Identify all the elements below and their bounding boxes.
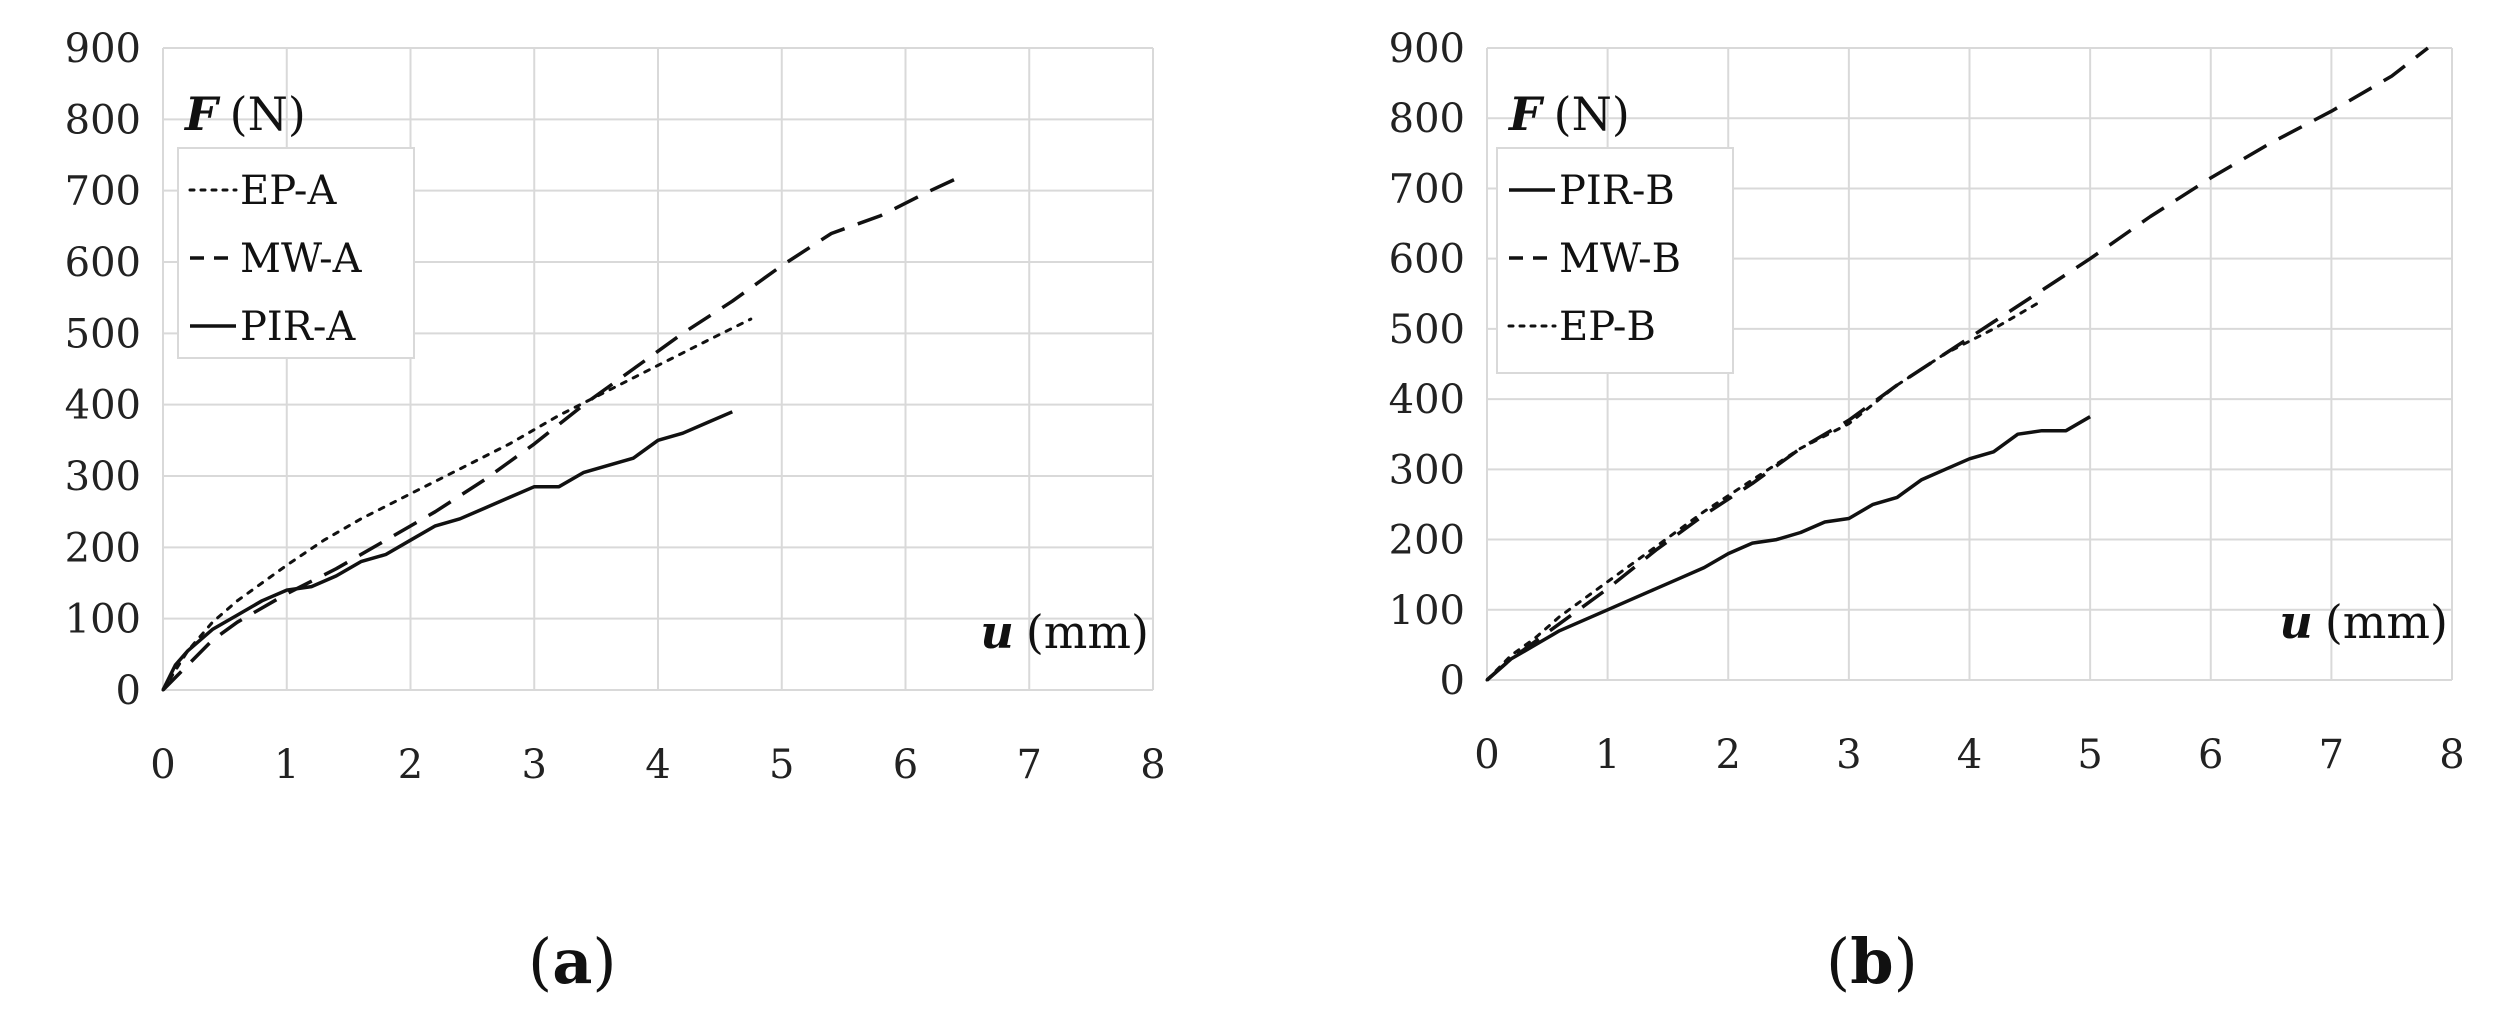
legend: EP-A MW-A PIR-A [177,147,415,359]
x-tick-label: 5 [769,742,794,788]
x-tick-label: 1 [1595,732,1620,778]
x-tick-label: 0 [1474,732,1499,778]
y-tick-label: 900 [1389,26,1465,72]
x-tick-label: 4 [645,742,670,788]
panel-label-b: (b) [1826,925,1918,998]
series-line-ep-b [1485,299,2044,682]
y-tick-label: 0 [1440,658,1465,704]
series-line-ep-a [161,317,753,692]
legend: PIR-B MW-B EP-B [1496,147,1734,374]
series-line-mw-a [161,174,962,692]
y-tick-label: 800 [65,97,141,143]
y-tick-label: 400 [1389,377,1465,423]
y-tick-label: 200 [1389,518,1465,564]
legend-box [177,147,415,359]
y-tick-label: 500 [1389,307,1465,353]
x-tick-label: 3 [1836,732,1861,778]
y-axis-unit: (N) [1554,87,1630,141]
panel-label-a-text: a [552,925,593,998]
x-tick-label: 8 [1140,742,1165,788]
x-axis-unit: (mm) [1026,605,1149,659]
y-tick-label: 700 [1389,166,1465,212]
x-tick-label: 0 [150,742,175,788]
x-axis-label: u (mm) [2279,595,2448,649]
y-tick-label: 900 [65,26,141,72]
legend-label-pir-a: PIR-A [240,304,356,350]
y-axis-label: F (N) [183,87,306,141]
y-tick-label: 100 [65,597,141,643]
series-line-pir-b [1485,415,2091,682]
x-axis-label: u (mm) [980,605,1149,659]
legend-label-ep-a: EP-A [240,168,337,214]
x-tick-label: 5 [2077,732,2102,778]
y-axis-unit: (N) [230,87,306,141]
chart-panel-b: 0 100 200 300 400 500 600 700 800 900 0 1 2 3 4 5 6 7 8 F (N… [1389,26,2465,778]
y-axis-symbol: F [183,87,221,141]
x-tick-label: 2 [398,742,423,788]
legend-label-pir-b: PIR-B [1559,168,1675,214]
legend-label-mw-a: MW-A [240,236,363,282]
y-tick-label: 300 [65,454,141,500]
y-tick-label: 300 [1389,447,1465,493]
legend-label-ep-b: EP-B [1559,304,1656,350]
y-tick-label: 400 [65,383,141,429]
legend-label-mw-b: MW-B [1559,236,1681,282]
legend-box [1496,147,1734,374]
x-tick-label: 7 [2319,732,2344,778]
x-tick-label: 6 [2198,732,2223,778]
y-tick-label: 200 [65,525,141,571]
x-tick-label: 4 [1957,732,1982,778]
y-axis-symbol: F [1507,87,1545,141]
y-axis-label: F (N) [1507,87,1630,141]
x-axis-symbol: u [980,605,1013,659]
x-axis-unit: (mm) [2325,595,2448,649]
y-tick-label: 700 [65,169,141,215]
series-line-pir-a [161,410,733,691]
x-tick-label: 1 [274,742,299,788]
x-tick-label: 2 [1716,732,1741,778]
x-tick-label: 3 [522,742,547,788]
x-tick-label: 7 [1017,742,1042,788]
x-axis-symbol: u [2279,595,2312,649]
panel-label-b-text: b [1850,925,1894,998]
y-tick-label: 600 [1389,237,1465,283]
x-tick-label: 6 [893,742,918,788]
chart-panel-a: 0 100 200 300 400 500 600 700 800 900 0 1 2 3 4 5 6 7 8 F (N… [65,26,1166,788]
y-tick-label: 0 [116,668,141,714]
y-tick-label: 800 [1389,96,1465,142]
y-tick-label: 600 [65,240,141,286]
x-tick-label: 8 [2439,732,2464,778]
y-tick-label: 100 [1389,588,1465,634]
y-tick-label: 500 [65,311,141,357]
panel-label-a: (a) [528,925,617,998]
